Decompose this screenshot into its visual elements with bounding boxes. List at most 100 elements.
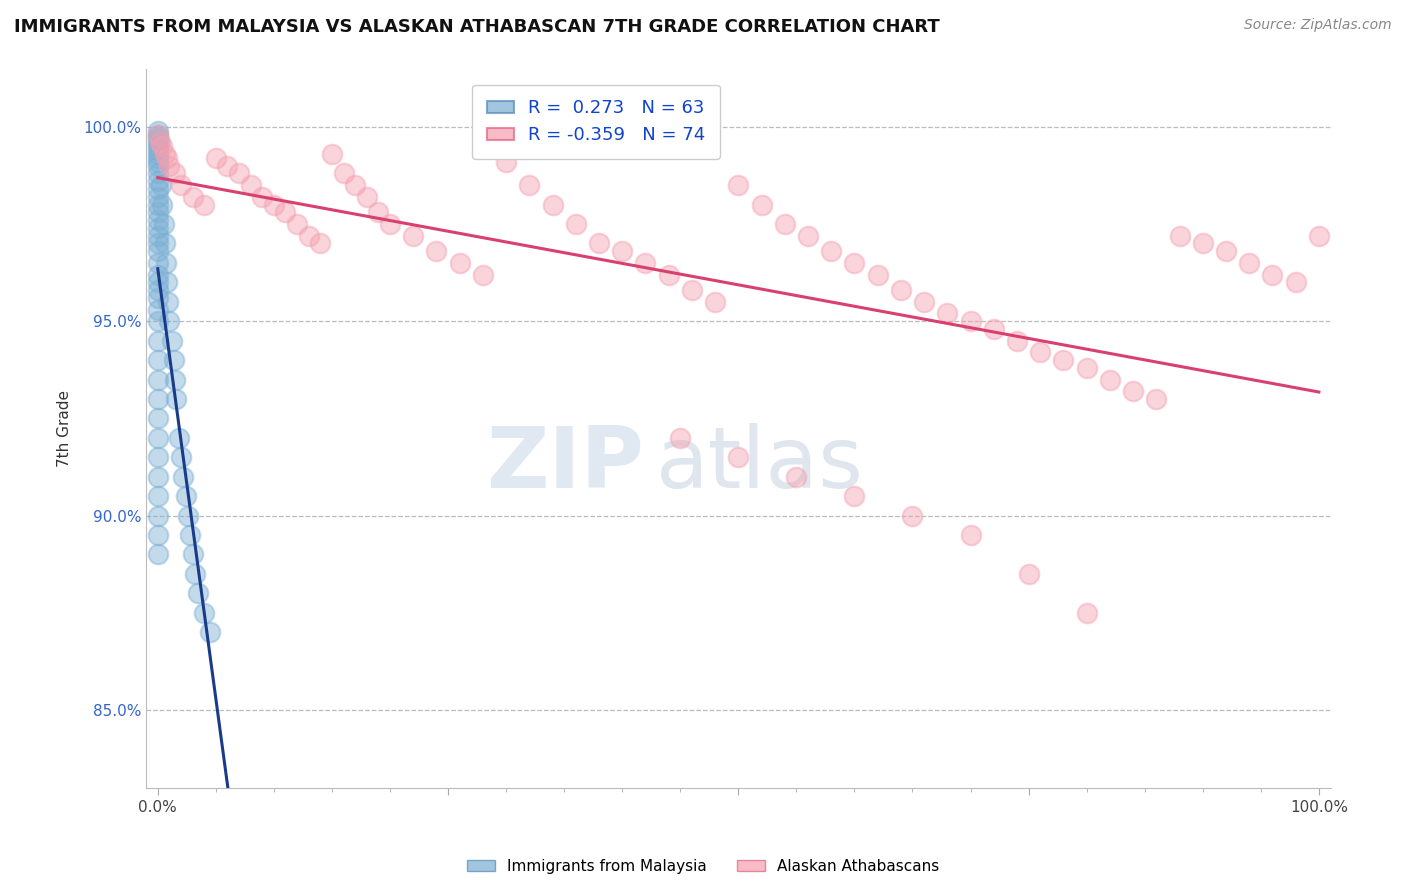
Point: [1052, 353, 1074, 368]
Point: [153, 236, 176, 251]
Point: [146, 528, 169, 542]
Point: [163, 353, 186, 368]
Point: [1215, 244, 1237, 259]
Point: [160, 334, 183, 348]
Point: [146, 431, 169, 445]
Point: [146, 205, 169, 219]
Point: [309, 236, 332, 251]
Point: [344, 178, 367, 193]
Point: [204, 151, 226, 165]
Text: IMMIGRANTS FROM MALAYSIA VS ALASKAN ATHABASCAN 7TH GRADE CORRELATION CHART: IMMIGRANTS FROM MALAYSIA VS ALASKAN ATHA…: [14, 18, 939, 36]
Point: [1285, 276, 1308, 290]
Point: [844, 256, 866, 270]
Point: [541, 197, 564, 211]
Legend: Immigrants from Malaysia, Alaskan Athabascans: Immigrants from Malaysia, Alaskan Athaba…: [461, 853, 945, 880]
Point: [170, 178, 193, 193]
Point: [1168, 228, 1191, 243]
Point: [146, 236, 169, 251]
Point: [321, 147, 343, 161]
Point: [157, 294, 180, 309]
Point: [198, 625, 221, 640]
Point: [1098, 372, 1121, 386]
Point: [146, 469, 169, 483]
Point: [146, 159, 169, 173]
Point: [153, 147, 176, 161]
Point: [1029, 345, 1052, 359]
Point: [155, 256, 177, 270]
Point: [146, 197, 169, 211]
Point: [252, 190, 274, 204]
Point: [704, 294, 727, 309]
Point: [217, 159, 239, 173]
Point: [751, 197, 773, 211]
Point: [146, 489, 169, 503]
Point: [146, 131, 169, 145]
Point: [565, 217, 588, 231]
Point: [146, 256, 169, 270]
Point: [146, 353, 169, 368]
Point: [797, 228, 820, 243]
Point: [378, 217, 401, 231]
Point: [193, 606, 215, 620]
Point: [146, 151, 169, 165]
Point: [866, 268, 889, 282]
Point: [181, 548, 204, 562]
Point: [157, 314, 180, 328]
Point: [1018, 566, 1040, 581]
Point: [402, 228, 425, 243]
Point: [157, 159, 180, 173]
Point: [263, 197, 285, 211]
Point: [146, 372, 169, 386]
Point: [152, 139, 174, 153]
Point: [156, 276, 179, 290]
Point: [727, 178, 749, 193]
Point: [228, 166, 250, 180]
Point: [146, 182, 169, 196]
Point: [959, 314, 981, 328]
Point: [156, 151, 179, 165]
Point: [146, 291, 169, 305]
Point: [146, 314, 169, 328]
Point: [890, 283, 912, 297]
Point: [165, 392, 187, 406]
Point: [658, 268, 681, 282]
Point: [612, 244, 634, 259]
Point: [146, 213, 169, 227]
Point: [146, 174, 169, 188]
Point: [184, 566, 207, 581]
Point: [959, 528, 981, 542]
Point: [146, 190, 169, 204]
Point: [449, 256, 471, 270]
Point: [174, 489, 197, 503]
Text: Source: ZipAtlas.com: Source: ZipAtlas.com: [1244, 18, 1392, 32]
Point: [367, 205, 389, 219]
Point: [634, 256, 657, 270]
Y-axis label: 7th Grade: 7th Grade: [58, 390, 72, 467]
Point: [681, 283, 703, 297]
Point: [936, 306, 959, 320]
Point: [187, 586, 209, 600]
Point: [298, 228, 321, 243]
Point: [1261, 268, 1284, 282]
Point: [495, 154, 517, 169]
Point: [588, 236, 610, 251]
Point: [669, 431, 692, 445]
Legend: R =  0.273   N = 63, R = -0.359   N = 74: R = 0.273 N = 63, R = -0.359 N = 74: [472, 85, 720, 159]
Point: [193, 197, 215, 211]
Point: [146, 143, 169, 157]
Point: [165, 166, 187, 180]
Point: [983, 322, 1005, 336]
Point: [820, 244, 842, 259]
Point: [146, 392, 169, 406]
Point: [1144, 392, 1167, 406]
Point: [172, 469, 194, 483]
Point: [146, 283, 169, 297]
Point: [517, 178, 540, 193]
Point: [146, 147, 169, 161]
Point: [146, 508, 169, 523]
Point: [146, 228, 169, 243]
Point: [146, 128, 169, 142]
Point: [1076, 606, 1098, 620]
Point: [844, 489, 866, 503]
Point: [170, 450, 193, 465]
